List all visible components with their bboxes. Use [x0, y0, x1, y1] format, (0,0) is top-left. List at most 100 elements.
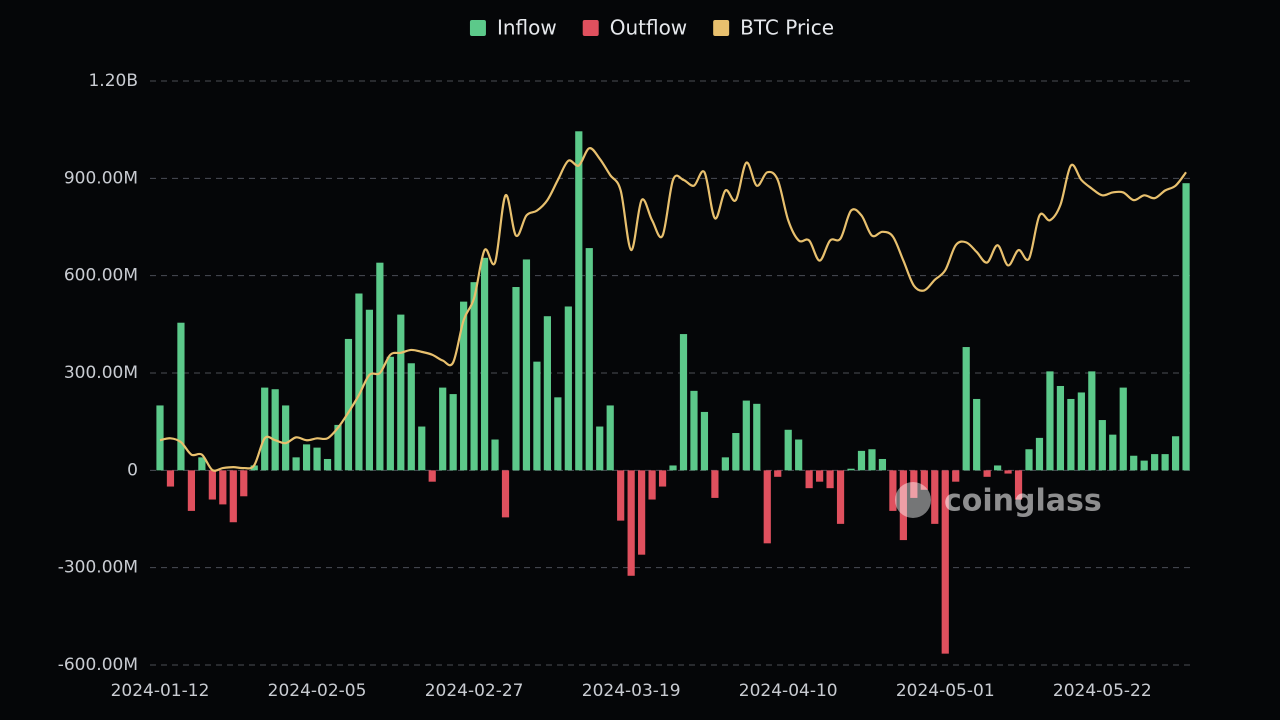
bar — [208, 470, 216, 500]
y-tick-label: 300.00M — [64, 363, 138, 383]
bar — [994, 465, 1002, 471]
bar — [512, 287, 520, 471]
bar — [480, 257, 489, 471]
legend-swatch — [582, 20, 599, 36]
bar — [449, 394, 457, 471]
bar — [344, 338, 353, 471]
y-tick-label: 0 — [127, 460, 138, 480]
bar — [889, 470, 897, 511]
y-tick-label: 900.00M — [64, 168, 138, 188]
bar — [271, 389, 279, 471]
bar — [355, 293, 363, 471]
bar — [1056, 385, 1065, 471]
x-tick-label: 2024-01-12 — [111, 681, 210, 701]
bar — [198, 457, 206, 471]
bar — [491, 439, 499, 471]
bar — [428, 470, 436, 482]
x-tick-label: 2024-02-05 — [268, 681, 367, 701]
bar — [533, 361, 541, 471]
bar — [407, 363, 415, 471]
bar — [721, 457, 729, 471]
bar — [732, 433, 740, 471]
bar — [302, 444, 311, 471]
bar — [177, 322, 185, 471]
bar — [460, 301, 468, 471]
bar — [700, 411, 709, 471]
bar — [836, 470, 845, 524]
bar — [816, 470, 824, 482]
bar — [941, 470, 949, 654]
bar — [219, 470, 227, 505]
bar — [648, 470, 656, 500]
y-tick-label: 600.00M — [64, 266, 138, 286]
x-tick-label: 2024-05-22 — [1053, 681, 1152, 701]
bar — [1035, 437, 1044, 471]
bar — [983, 470, 991, 477]
bar — [805, 470, 813, 489]
bar — [1161, 454, 1169, 471]
bar — [418, 426, 426, 471]
bar — [313, 447, 321, 471]
bar — [1077, 392, 1085, 471]
bar — [742, 400, 750, 471]
bar — [1182, 183, 1190, 471]
bar — [596, 426, 604, 471]
bar — [554, 397, 562, 471]
legend-label: BTC Price — [740, 16, 834, 40]
x-tick-label: 2024-04-10 — [739, 681, 838, 701]
bar — [617, 470, 625, 521]
bar — [1119, 387, 1127, 471]
bar — [1098, 420, 1106, 471]
legend-swatch — [469, 20, 486, 36]
bar — [1004, 470, 1012, 474]
bar — [1140, 460, 1148, 471]
bar — [156, 405, 164, 471]
bar — [397, 314, 405, 471]
bar — [669, 465, 677, 471]
bar — [899, 470, 907, 541]
bar — [606, 405, 614, 471]
bar — [1046, 371, 1054, 471]
bar — [1088, 371, 1096, 471]
bar — [1014, 470, 1023, 500]
bar — [920, 470, 928, 490]
bar — [282, 405, 290, 471]
bar — [679, 334, 688, 471]
bar — [826, 470, 834, 489]
bar — [585, 248, 593, 471]
bar — [753, 403, 761, 471]
bar — [187, 470, 196, 511]
bar — [439, 387, 447, 471]
bar — [229, 470, 237, 523]
plot: -600.00M -300.00M 0 300.00M 600.00M 900.00M 1.… — [58, 16, 1192, 701]
bar — [250, 465, 258, 471]
bar — [543, 316, 551, 471]
bar — [931, 470, 939, 524]
bar — [847, 468, 855, 471]
bar — [1130, 455, 1138, 471]
bar — [1025, 449, 1033, 471]
x-tick-label: 2024-03-19 — [582, 681, 681, 701]
bar — [166, 470, 175, 487]
watermark-logo — [895, 482, 931, 518]
bar — [795, 439, 803, 471]
legend: Inflow Outflow BTC Price — [469, 16, 834, 40]
watermark: coinglass — [895, 482, 1102, 519]
bar — [501, 470, 510, 518]
bar — [365, 309, 373, 471]
bar — [1067, 398, 1075, 471]
y-tick-label: -600.00M — [58, 655, 138, 675]
bar — [261, 387, 269, 471]
bar — [522, 259, 531, 471]
x-tick-label: 2024-05-01 — [896, 681, 995, 701]
x-tick-label: 2024-02-27 — [425, 681, 524, 701]
bar — [1109, 434, 1117, 471]
bar — [711, 470, 719, 498]
legend-swatch — [713, 20, 730, 36]
bar — [868, 449, 876, 471]
bar — [857, 450, 866, 471]
bar — [564, 306, 572, 471]
bar — [323, 458, 332, 471]
bar — [376, 262, 384, 471]
